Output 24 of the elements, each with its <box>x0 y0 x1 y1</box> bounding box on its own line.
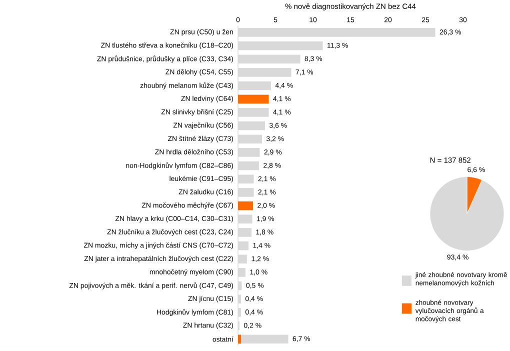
bar <box>238 201 253 210</box>
bar <box>238 214 252 224</box>
bar <box>238 254 248 264</box>
bar <box>241 334 288 344</box>
bar <box>238 54 300 64</box>
bar <box>238 161 260 170</box>
bar <box>238 228 252 237</box>
bar <box>238 134 262 144</box>
bar <box>238 68 292 77</box>
bar <box>238 294 242 304</box>
bar <box>238 94 269 104</box>
bar <box>238 174 254 184</box>
bar <box>238 281 242 290</box>
bar <box>238 28 436 37</box>
bar <box>238 81 272 90</box>
bar <box>238 41 323 50</box>
bar <box>238 241 249 250</box>
bar <box>238 108 269 117</box>
bar <box>238 308 242 317</box>
bar <box>238 188 254 197</box>
bar <box>238 268 246 277</box>
bar <box>238 121 266 130</box>
bar <box>238 334 242 344</box>
bar <box>238 148 260 157</box>
